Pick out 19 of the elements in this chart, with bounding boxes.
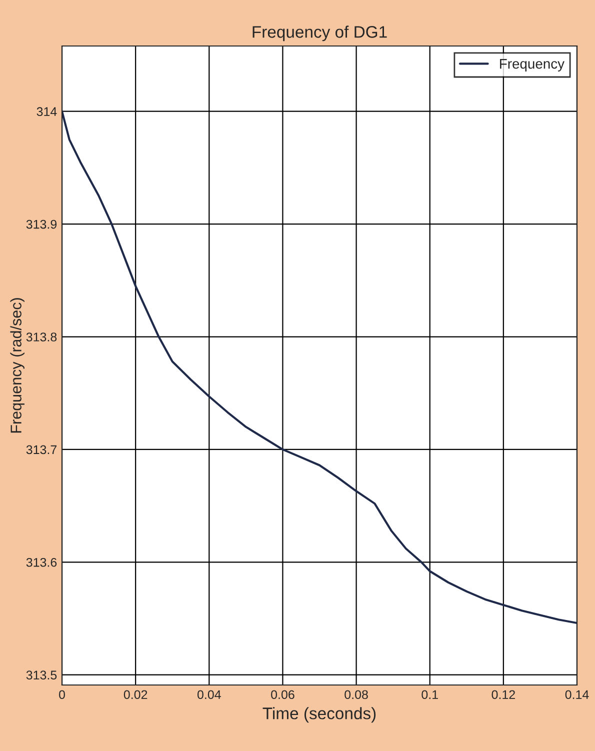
x-tick-label: 0.14 (565, 690, 589, 700)
y-tick-label: 313.6 (26, 558, 57, 567)
x-tick-label: 0.04 (197, 690, 221, 700)
y-tick-label: 313.5 (26, 670, 57, 680)
y-tick-label: 314 (36, 107, 57, 116)
chart-title: Frequency of DG1 (252, 26, 387, 42)
x-tick-label: 0.08 (344, 690, 368, 700)
x-tick-label: 0.1 (422, 690, 438, 700)
x-tick-label: 0.02 (124, 690, 148, 700)
y-tick-label: 313.7 (26, 445, 57, 454)
x-axis-title: Time (seconds) (262, 707, 376, 723)
line-series (62, 110, 577, 624)
x-tick-label: 0 (59, 690, 65, 700)
y-tick-label: 313.9 (26, 220, 57, 229)
legend-label: Frequency (500, 59, 564, 72)
y-axis-title: Frequency (rad/sec) (10, 298, 24, 433)
x-tick-label: 0.06 (271, 690, 294, 700)
y-tick-label: 313.8 (26, 332, 57, 342)
x-tick-label: 0.12 (492, 690, 515, 700)
